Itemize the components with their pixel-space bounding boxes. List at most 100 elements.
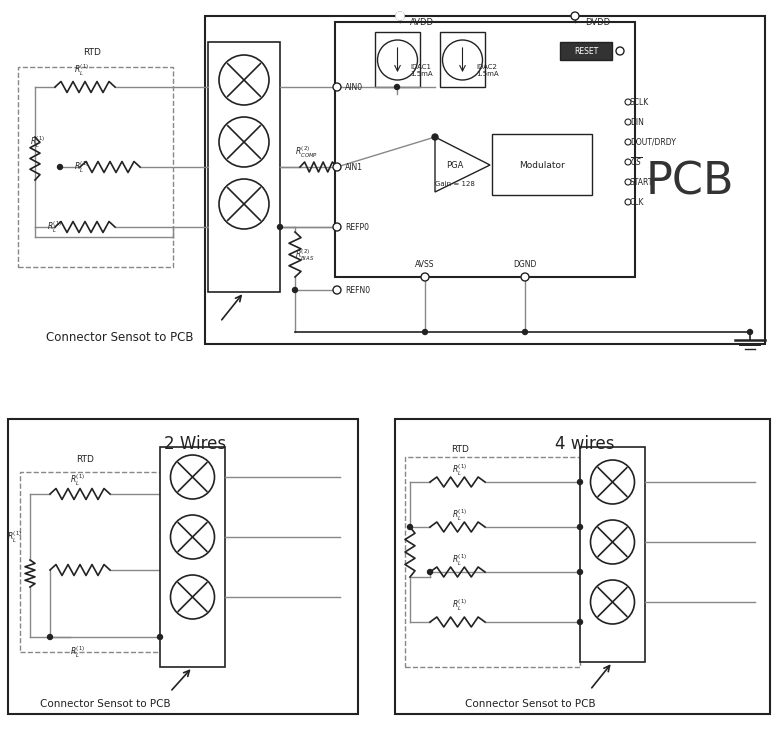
Text: $R_L^{(1)}$: $R_L^{(1)}$	[453, 463, 467, 478]
Bar	[440, 32, 485, 87]
Text: DGND: DGND	[513, 260, 537, 269]
Circle shape	[625, 159, 631, 165]
Circle shape	[523, 329, 527, 335]
Circle shape	[407, 525, 413, 529]
Bar	[335, 22, 635, 277]
Text: RESET: RESET	[574, 47, 598, 56]
Text: START: START	[630, 177, 654, 187]
Text: AIN0: AIN0	[345, 83, 363, 92]
Bar	[160, 447, 225, 667]
Circle shape	[333, 83, 341, 91]
Text: $R_L^{(1)}$: $R_L^{(1)}$	[75, 62, 90, 78]
Text: PGA: PGA	[446, 160, 464, 170]
Polygon shape	[435, 137, 490, 192]
Text: PCB: PCB	[646, 160, 735, 203]
Text: SCLK: SCLK	[630, 97, 649, 106]
Bar	[560, 42, 612, 60]
Circle shape	[333, 223, 341, 231]
Circle shape	[428, 569, 432, 575]
Circle shape	[219, 179, 269, 229]
Text: $R_L^{(1)}$: $R_L^{(1)}$	[70, 644, 86, 660]
Circle shape	[219, 55, 269, 105]
Text: 4 wires: 4 wires	[555, 435, 615, 453]
Text: IDAC1
1.5mA: IDAC1 1.5mA	[410, 64, 432, 77]
Text: $R_{COMP}^{(2)}$: $R_{COMP}^{(2)}$	[295, 144, 318, 160]
Text: Connector Sensot to PCB: Connector Sensot to PCB	[46, 331, 194, 343]
Circle shape	[157, 635, 163, 640]
Circle shape	[378, 40, 418, 80]
Text: $R_L^{(1)}$: $R_L^{(1)}$	[70, 472, 86, 488]
Circle shape	[171, 575, 214, 619]
Circle shape	[421, 273, 429, 281]
Text: REFP0: REFP0	[345, 223, 369, 231]
Text: $\overline{CS}$: $\overline{CS}$	[630, 156, 642, 168]
Text: Connector Sensot to PCB: Connector Sensot to PCB	[465, 699, 595, 709]
Text: AVDD: AVDD	[410, 18, 434, 26]
Text: RTD: RTD	[451, 444, 469, 454]
Circle shape	[625, 179, 631, 185]
Bar	[580, 447, 645, 662]
Circle shape	[521, 273, 529, 281]
Circle shape	[590, 520, 635, 564]
Circle shape	[333, 163, 341, 171]
Circle shape	[171, 455, 214, 499]
Text: $R_L^{(1)}$: $R_L^{(1)}$	[7, 529, 22, 545]
Bar	[8, 419, 358, 714]
Text: AIN1: AIN1	[345, 163, 363, 171]
Text: Gain = 128: Gain = 128	[435, 181, 475, 187]
Text: Connector Sensot to PCB: Connector Sensot to PCB	[40, 699, 171, 709]
Text: $R_L^{(1)}$: $R_L^{(1)}$	[453, 552, 467, 568]
Bar	[205, 16, 765, 344]
Circle shape	[577, 525, 583, 529]
Text: $R_{BIAS}^{(2)}$: $R_{BIAS}^{(2)}$	[295, 247, 315, 263]
Text: 2 Wires: 2 Wires	[164, 435, 226, 453]
Circle shape	[422, 329, 428, 335]
Circle shape	[333, 286, 341, 294]
Bar	[405, 457, 580, 667]
Bar	[375, 32, 420, 87]
Text: CLK: CLK	[630, 198, 644, 206]
Circle shape	[396, 12, 404, 20]
Circle shape	[292, 288, 298, 293]
Text: $R_L^{(1)}$: $R_L^{(1)}$	[453, 507, 467, 523]
Circle shape	[625, 119, 631, 125]
Text: $R_L^{(1)}$: $R_L^{(1)}$	[30, 134, 45, 150]
Circle shape	[577, 569, 583, 575]
Circle shape	[625, 99, 631, 105]
Text: $R_L^{(1)}$: $R_L^{(1)}$	[48, 220, 62, 235]
Circle shape	[394, 84, 400, 89]
Circle shape	[590, 580, 635, 624]
Text: IDAC2
1.5mA: IDAC2 1.5mA	[476, 64, 499, 77]
Circle shape	[277, 225, 283, 230]
Text: DIN: DIN	[630, 118, 644, 127]
Bar	[18, 67, 173, 267]
Circle shape	[590, 460, 635, 504]
Circle shape	[577, 619, 583, 624]
Circle shape	[442, 40, 482, 80]
Circle shape	[171, 515, 214, 559]
Bar	[20, 472, 160, 652]
Bar	[395, 419, 770, 714]
Circle shape	[396, 12, 404, 20]
Text: REFN0: REFN0	[345, 285, 370, 294]
Circle shape	[625, 199, 631, 205]
Bar	[208, 42, 280, 292]
Circle shape	[432, 134, 438, 140]
Text: Modulator: Modulator	[519, 160, 565, 170]
Text: $R_L^{(1)}$: $R_L^{(1)}$	[453, 597, 467, 613]
Text: DVDD: DVDD	[585, 18, 610, 26]
Circle shape	[48, 635, 52, 640]
Text: AVSS: AVSS	[415, 260, 435, 269]
Circle shape	[219, 117, 269, 167]
Bar	[492, 134, 592, 195]
Text: RTD: RTD	[83, 48, 101, 56]
Circle shape	[616, 47, 624, 55]
Circle shape	[58, 165, 62, 170]
Circle shape	[748, 329, 753, 335]
Text: DOUT/DRDY: DOUT/DRDY	[630, 138, 676, 146]
Text: $R_L^{(1)}$: $R_L^{(1)}$	[75, 160, 90, 175]
Text: RTD: RTD	[76, 455, 94, 465]
Circle shape	[571, 12, 579, 20]
Circle shape	[577, 479, 583, 485]
Circle shape	[625, 139, 631, 145]
